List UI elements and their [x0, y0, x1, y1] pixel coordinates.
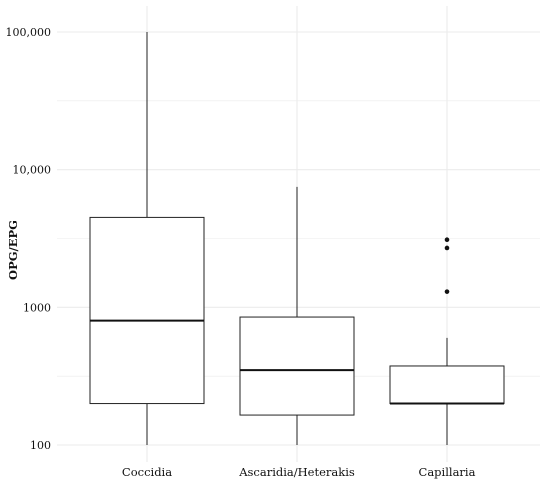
y-tick-label: 100 [30, 439, 51, 452]
box [239, 316, 355, 416]
y-tick-label: 100,000 [6, 26, 52, 39]
boxplot-2 [239, 186, 355, 445]
outlier-point [444, 289, 450, 294]
outlier-point [444, 237, 450, 242]
boxplot-1 [89, 32, 205, 445]
x-tick-label: Coccidia [122, 465, 172, 479]
box [389, 365, 505, 405]
axis-layer: OPG/EPG 100 1000 10,000 100,000 Coccidia Asca… [6, 26, 476, 479]
outlier-point [444, 245, 450, 251]
boxplot-3 [389, 237, 505, 445]
y-tick-label: 1000 [23, 301, 51, 314]
box-layer [89, 32, 505, 445]
y-axis-title: OPG/EPG [6, 220, 20, 280]
x-tick-label: Ascaridia/Heterakis [238, 465, 355, 479]
box [89, 216, 205, 405]
x-tick-label: Capillaria [419, 465, 476, 479]
y-tick-label: 10,000 [13, 164, 52, 177]
